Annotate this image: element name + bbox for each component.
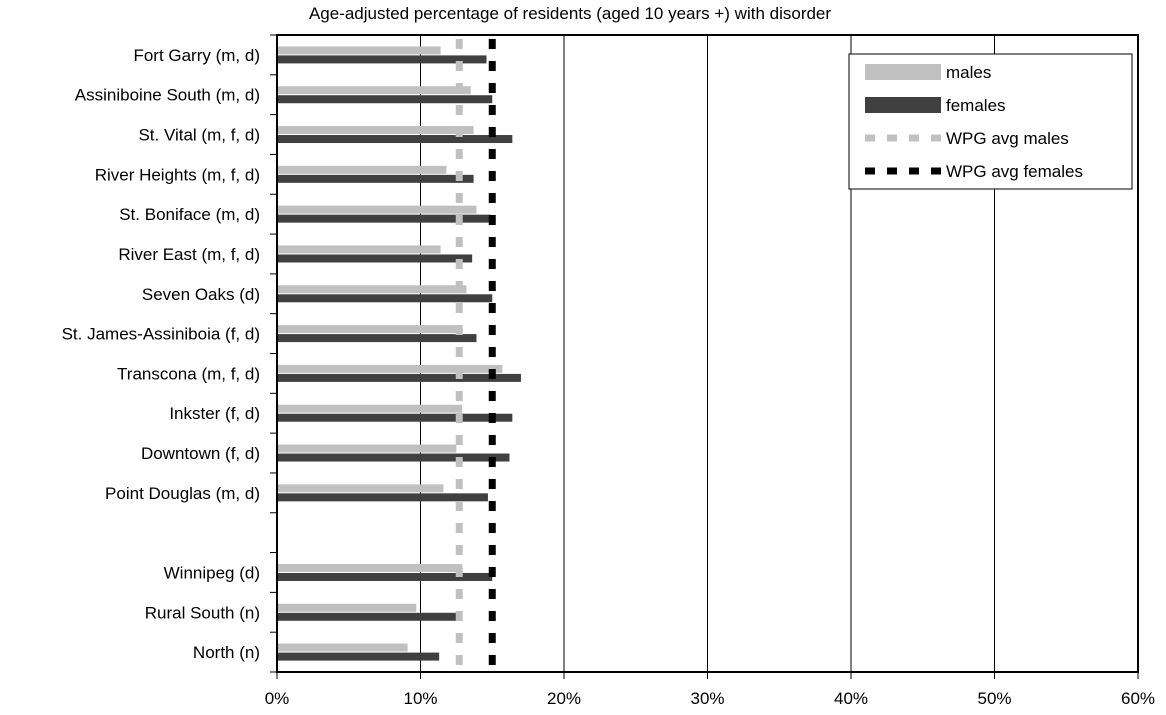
legend-label: WPG avg males	[946, 129, 1069, 148]
category-label: Seven Oaks (d)	[142, 285, 260, 304]
bar-females	[277, 413, 513, 422]
bar-males	[277, 165, 447, 174]
category-label: Assiniboine South (m, d)	[75, 86, 260, 105]
category-label: North (n)	[193, 643, 260, 662]
bar-males	[277, 563, 463, 572]
x-tick-label: 40%	[834, 689, 868, 708]
bar-females	[277, 334, 477, 343]
bar-females	[277, 652, 440, 661]
category-label: Winnipeg (d)	[164, 563, 260, 582]
bar-males	[277, 86, 471, 95]
category-label: Fort Garry (m, d)	[133, 46, 260, 65]
bar-females	[277, 294, 493, 303]
bar-females	[277, 493, 488, 502]
bar-females	[277, 612, 458, 621]
bar-females	[277, 174, 474, 183]
bar-males	[277, 364, 503, 373]
bar-females	[277, 254, 473, 263]
bar-males	[277, 245, 441, 254]
bar-males	[277, 325, 463, 334]
category-label: Inkster (f, d)	[169, 404, 260, 423]
bar-males	[277, 126, 474, 135]
legend-label: WPG avg females	[946, 162, 1083, 181]
x-tick-label: 50%	[977, 689, 1011, 708]
legend: males females WPG avg males WPG avg females	[848, 53, 1133, 190]
bar-females	[277, 55, 487, 64]
legend-swatch	[865, 64, 941, 80]
bar-females	[277, 373, 521, 382]
bar-males	[277, 404, 463, 413]
y-axis-labels: Fort Garry (m, d) Assiniboine South (m, d…	[62, 46, 260, 662]
bar-males	[277, 444, 457, 453]
category-label: St. Vital (m, f, d)	[138, 126, 260, 145]
x-tick-label: 0%	[265, 689, 290, 708]
x-tick-label: 20%	[547, 689, 581, 708]
bar-females	[277, 453, 510, 462]
category-label: Rural South (n)	[145, 603, 260, 622]
legend-label: males	[946, 63, 991, 82]
chart-title: Age-adjusted percentage of residents (ag…	[309, 4, 831, 23]
x-tick-label: 30%	[690, 689, 724, 708]
x-tick-label: 60%	[1121, 689, 1155, 708]
category-label: St. James-Assiniboia (f, d)	[62, 325, 260, 344]
bar-males	[277, 205, 477, 214]
category-label: St. Boniface (m, d)	[119, 205, 260, 224]
bar-males	[277, 285, 467, 294]
legend-label: females	[946, 96, 1006, 115]
bar-females	[277, 214, 491, 223]
bar-females	[277, 95, 493, 104]
x-axis-labels: 0% 10% 20% 30% 40% 50% 60%	[265, 689, 1155, 708]
bar-males	[277, 46, 441, 55]
category-label: Point Douglas (m, d)	[105, 484, 260, 503]
plot-area	[270, 34, 1139, 679]
bar-females	[277, 572, 493, 581]
x-tick-label: 10%	[403, 689, 437, 708]
legend-swatch	[865, 97, 941, 113]
bar-males	[277, 603, 417, 612]
bar-females	[277, 135, 513, 144]
category-label: River Heights (m, f, d)	[95, 165, 260, 184]
bar-males	[277, 643, 408, 652]
category-label: River East (m, f, d)	[118, 245, 260, 264]
bar-males	[277, 484, 444, 493]
category-label: Transcona (m, f, d)	[117, 364, 260, 383]
category-label: Downtown (f, d)	[141, 444, 260, 463]
